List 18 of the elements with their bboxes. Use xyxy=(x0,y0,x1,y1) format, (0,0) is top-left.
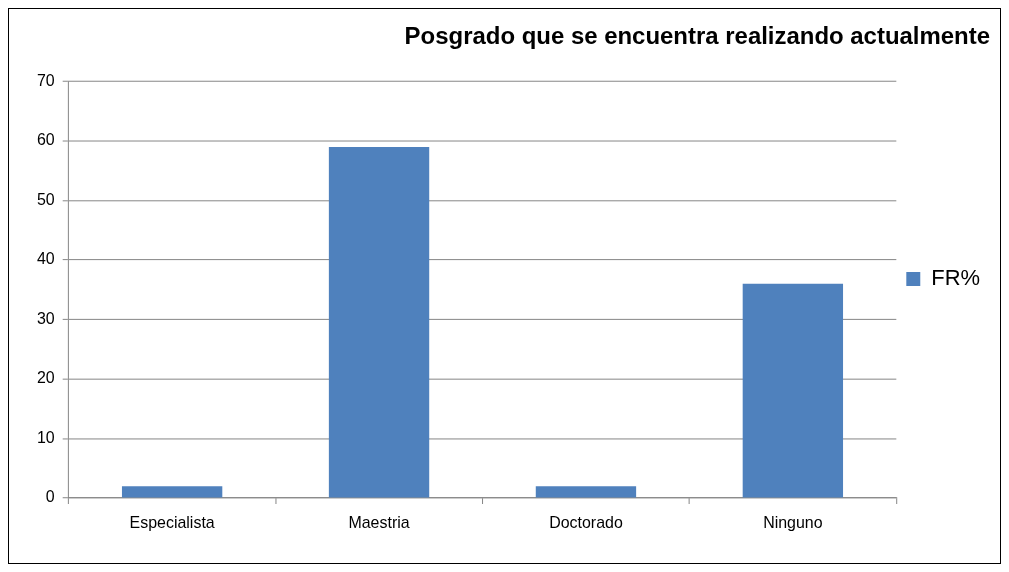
x-tick-label: Maestria xyxy=(348,513,410,531)
y-tick-label: 10 xyxy=(36,428,55,446)
y-tick-label: 30 xyxy=(36,309,55,327)
x-tick-label: Ninguno xyxy=(763,513,823,531)
bar xyxy=(121,486,223,498)
bar xyxy=(742,283,844,498)
y-tick-label: 70 xyxy=(36,71,55,89)
chart-title: Posgrado que se encuentra realizando actualmente xyxy=(404,21,991,49)
bar xyxy=(328,146,430,498)
y-tick-label: 50 xyxy=(36,190,55,208)
y-tick-label: 0 xyxy=(45,488,55,506)
y-tick-label: 60 xyxy=(36,131,55,149)
x-tick-label: Especialista xyxy=(129,513,215,531)
bar xyxy=(535,486,637,498)
x-tick-label: Doctorado xyxy=(549,513,623,531)
legend-label: FR% xyxy=(931,265,981,291)
y-tick-label: 40 xyxy=(36,250,55,268)
y-tick-label: 20 xyxy=(36,369,55,387)
